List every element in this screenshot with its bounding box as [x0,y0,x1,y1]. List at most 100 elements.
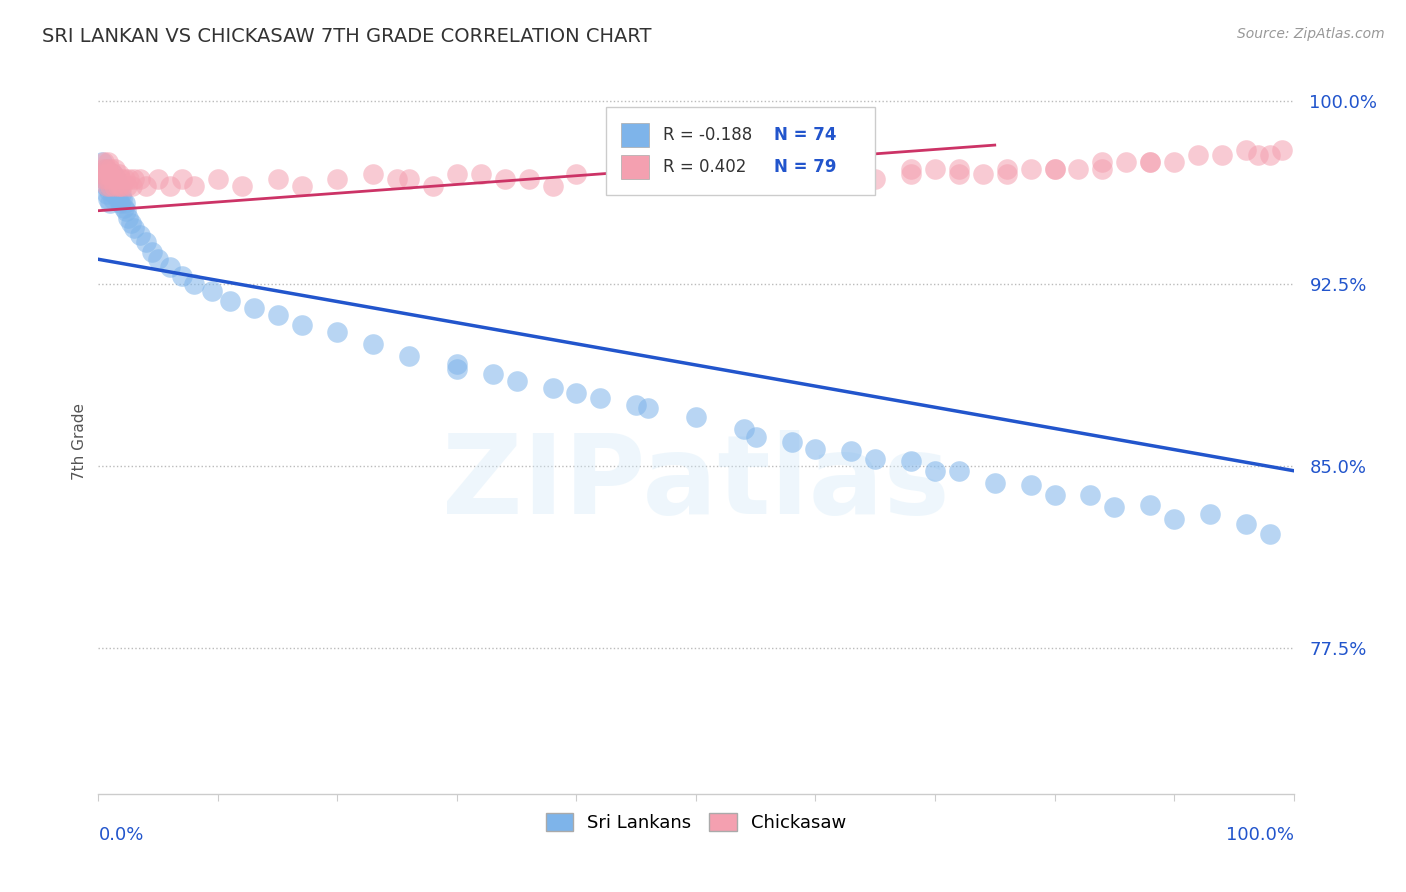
Text: R = -0.188: R = -0.188 [662,126,752,144]
Point [1043,162,1066,177]
Text: 0.0%: 0.0% [98,826,143,844]
Text: SRI LANKAN VS CHICKASAW 7TH GRADE CORRELATION CHART: SRI LANKAN VS CHICKASAW 7TH GRADE CORREL… [42,27,651,45]
Point [494,172,516,186]
Point [105,172,128,186]
Point [100,179,122,194]
Point [841,444,863,458]
Point [1115,155,1137,169]
Point [135,235,157,250]
Point [110,172,132,186]
Point [124,172,146,186]
Point [115,179,138,194]
Point [96,167,118,181]
Point [183,179,205,194]
Point [110,186,132,201]
Text: Source: ZipAtlas.com: Source: ZipAtlas.com [1237,27,1385,41]
Point [107,192,129,206]
Point [159,179,181,194]
Point [900,167,922,181]
FancyBboxPatch shape [620,154,650,178]
Point [756,167,779,181]
Point [1271,143,1294,157]
Point [103,179,125,194]
Point [780,434,803,449]
Point [1258,148,1281,162]
Point [108,196,131,211]
Point [1234,143,1257,157]
Text: ZIPatlas: ZIPatlas [441,430,950,537]
Point [96,179,118,194]
Point [1187,148,1209,162]
Point [804,442,827,456]
Point [148,252,170,267]
Point [1211,148,1233,162]
Point [93,155,115,169]
Point [231,179,253,194]
Point [115,203,138,218]
Point [924,162,946,177]
Point [94,179,117,194]
Point [363,337,385,351]
Point [207,172,229,186]
Point [804,172,827,186]
Point [470,167,492,181]
Point [97,172,120,186]
Point [589,391,612,405]
Point [709,172,731,186]
Point [1067,162,1090,177]
Point [398,350,420,364]
Point [1139,498,1161,512]
Text: N = 79: N = 79 [773,158,837,176]
Point [865,451,887,466]
Point [326,325,349,339]
Point [101,192,124,206]
Point [613,172,636,186]
Point [1163,512,1185,526]
Point [96,186,118,201]
Point [1019,162,1042,177]
Point [385,172,409,186]
Point [900,162,922,177]
Point [94,162,117,177]
Point [506,374,529,388]
Point [363,167,385,181]
Point [995,162,1018,177]
Point [267,308,290,322]
Point [98,167,121,181]
Point [541,381,564,395]
Point [972,167,994,181]
FancyBboxPatch shape [606,107,876,194]
Point [733,422,755,436]
Point [446,167,468,181]
Point [1258,527,1281,541]
Point [117,211,139,225]
Point [98,172,122,186]
Point [900,454,922,468]
Point [446,361,468,376]
Point [637,401,659,415]
Point [219,293,242,308]
Point [1104,500,1126,515]
Point [565,386,588,401]
Point [948,464,970,478]
Point [121,179,143,194]
FancyBboxPatch shape [620,123,650,147]
Point [111,192,134,206]
Point [91,167,114,181]
Point [96,162,118,177]
Point [517,172,540,186]
Point [984,475,1007,490]
Point [101,167,124,181]
Point [148,172,170,186]
Point [104,162,127,177]
Point [98,196,122,211]
Point [1199,508,1222,522]
Point [1163,155,1185,169]
Point [291,179,314,194]
Point [291,318,314,332]
Point [995,167,1018,181]
Point [267,172,290,186]
Point [1043,488,1066,502]
Point [481,367,505,381]
Point [98,162,122,177]
